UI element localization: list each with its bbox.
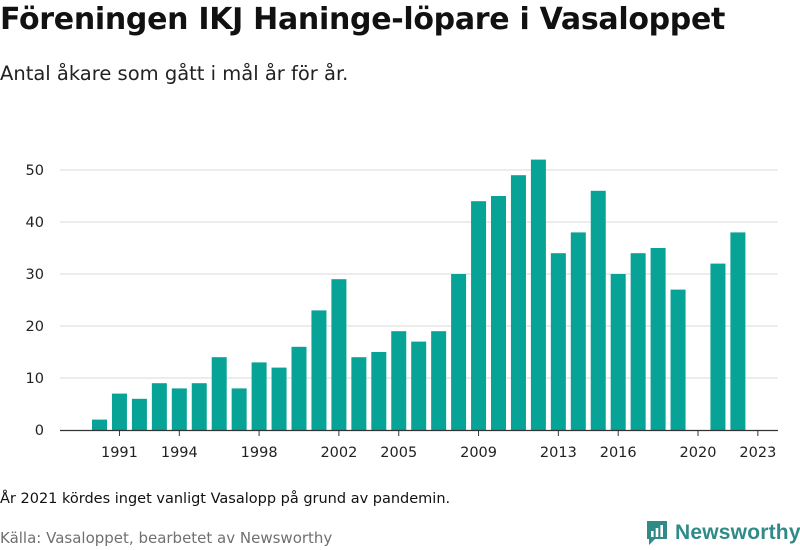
y-tick-label: 50	[26, 163, 44, 179]
bar	[610, 274, 626, 430]
bar	[271, 367, 287, 430]
bar	[550, 253, 566, 430]
bar	[650, 248, 666, 430]
brand-logo: Newsworthy	[645, 519, 800, 547]
x-tick-label: 2023	[739, 445, 776, 461]
bar	[590, 190, 606, 430]
bar	[570, 232, 586, 430]
y-tick-label: 10	[26, 371, 44, 387]
x-tick-label: 2020	[680, 445, 717, 461]
x-tick-label: 2016	[600, 445, 637, 461]
x-tick-label: 2009	[460, 445, 497, 461]
source-text: Källa: Vasaloppet, bearbetet av Newswort…	[0, 529, 333, 547]
bar	[151, 383, 167, 430]
x-tick-label: 1994	[161, 445, 198, 461]
bar	[391, 331, 407, 430]
x-tick-label: 2013	[540, 445, 577, 461]
bar	[231, 388, 247, 430]
bar	[351, 357, 367, 430]
bar	[710, 263, 726, 430]
bar	[371, 352, 387, 430]
bar	[491, 196, 506, 430]
bar	[92, 419, 107, 430]
y-tick-label: 0	[35, 423, 44, 439]
brand-name: Newsworthy	[675, 521, 800, 544]
bar-chart: 0 10 20 30 40 50 1991 1994 1998 2002 2005 2009 2013 2…	[26, 159, 778, 461]
bar	[211, 357, 227, 430]
bar	[451, 274, 467, 430]
bar	[730, 232, 746, 430]
bar	[431, 331, 447, 430]
bar	[131, 398, 147, 430]
bar	[291, 346, 307, 430]
x-tick-label: 1998	[241, 445, 278, 461]
bar	[530, 159, 546, 430]
bar	[471, 201, 487, 430]
bar	[191, 383, 207, 430]
footnote: År 2021 kördes inget vanligt Vasalopp på…	[0, 491, 451, 507]
bar	[510, 175, 526, 430]
bar	[251, 362, 267, 430]
y-tick-label: 40	[26, 215, 44, 231]
bar	[670, 289, 686, 430]
bar	[331, 279, 347, 430]
x-tick-label: 2002	[320, 445, 357, 461]
x-tick-label: 1991	[101, 445, 138, 461]
chart-title: Föreningen IKJ Haninge-löpare i Vasalopp…	[0, 2, 726, 37]
y-tick-label: 20	[26, 319, 44, 335]
bar	[111, 393, 127, 430]
newsworthy-logo-icon	[647, 521, 667, 545]
bar	[171, 388, 187, 430]
y-tick-label: 30	[26, 267, 44, 283]
bar	[411, 341, 427, 430]
bar	[630, 253, 646, 430]
bar	[311, 310, 327, 430]
chart-subtitle: Antal åkare som gått i mål år för år.	[0, 62, 349, 85]
x-tick-label: 2005	[380, 445, 417, 461]
